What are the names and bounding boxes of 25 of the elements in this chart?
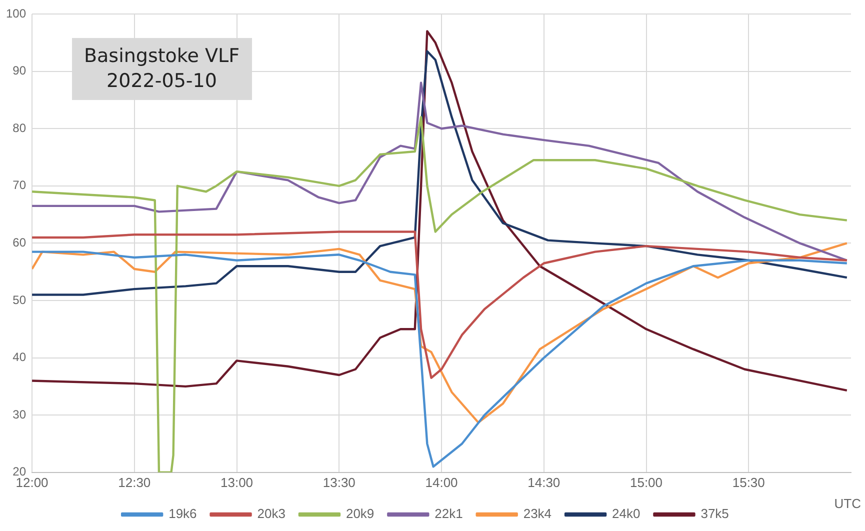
x-tick-label: 12:30 <box>118 474 151 490</box>
text: 2022-05-10 <box>106 69 218 94</box>
legend-label: 20k9 <box>346 506 374 522</box>
x-axis-title: UTC <box>834 496 861 511</box>
y-tick-label: 50 <box>12 292 26 307</box>
x-tick-label: 14:00 <box>425 474 458 490</box>
y-tick-label: 30 <box>12 407 26 422</box>
legend-label: 19k6 <box>168 506 197 522</box>
x-tick-label: 15:30 <box>732 474 765 490</box>
legend-label: 22k1 <box>434 506 463 522</box>
y-tick-label: 80 <box>12 120 26 135</box>
x-tick-label: 15:00 <box>630 474 663 490</box>
y-tick-label: 60 <box>12 236 26 250</box>
y-tick-label: 90 <box>12 64 26 78</box>
x-tick-label: 13:00 <box>220 474 254 490</box>
y-tick-label: 100 <box>6 6 26 20</box>
x-tick-label: 13:30 <box>322 474 356 490</box>
y-tick-label: 40 <box>12 350 26 364</box>
legend-label: 24k0 <box>612 506 640 522</box>
legend-label: 23k4 <box>523 506 552 522</box>
legend-label: 37k5 <box>700 506 729 522</box>
x-tick-label: 14:30 <box>528 474 560 490</box>
legend-label: 20k3 <box>257 506 286 522</box>
text: Basingstoke VLF <box>84 44 240 69</box>
y-tick-label: 70 <box>12 178 26 192</box>
